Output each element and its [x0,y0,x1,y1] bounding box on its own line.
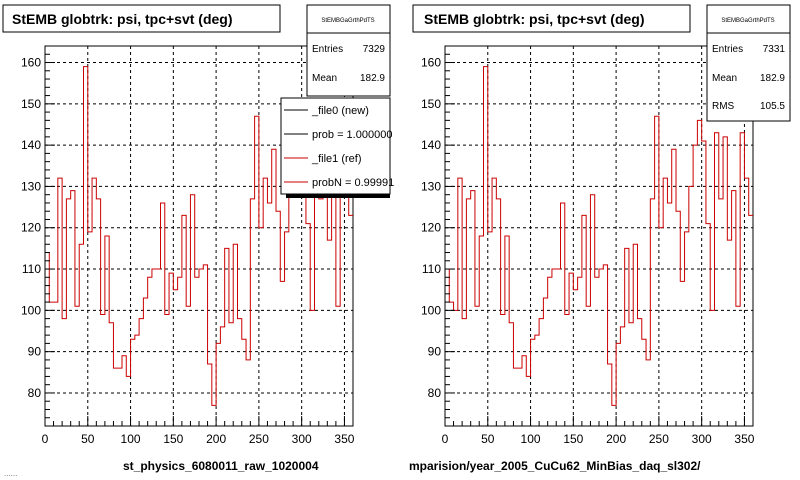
x-tick-label: 50 [81,432,95,446]
footer-note: ...... [4,469,17,478]
x-tick-label: 350 [734,432,754,446]
y-tick-label: 120 [21,221,41,235]
right-stats-rms-label: RMS [712,101,735,112]
right-stats-rms-value: 105.5 [760,101,785,112]
y-tick-label: 150 [21,97,41,111]
right-stats-entries-label: Entries [712,44,743,55]
y-tick-label: 110 [422,262,441,276]
right-stats-box [706,4,791,122]
legend-entry-3: probN = 0.99991 [312,177,394,189]
legend-entry-2: _file1 (ref) [311,153,362,165]
y-tick-label: 130 [421,179,441,193]
y-tick-label: 80 [428,386,442,400]
x-tick-label: 0 [442,432,449,446]
left-x-axis-label: st_physics_6080011_raw_1020004 [123,459,319,473]
left-stats-box [306,4,391,97]
y-tick-label: 100 [421,303,441,317]
y-tick-label: 140 [21,138,41,152]
right-chart-title: StEMB globtrk: psi, tpc+svt (deg) [424,11,645,27]
y-tick-label: 160 [21,56,41,70]
right-axes: 0 50 100 150 200 250 300 350 80 90 100 110 120 130 140… [421,45,755,446]
x-tick-label: 250 [249,432,269,446]
y-tick-label: 100 [21,303,41,317]
legend-shadow [286,194,390,198]
right-stats-mean-label: Mean [712,73,737,84]
left-chart-title: StEMB globtrk: psi, tpc+svt (deg) [12,11,233,27]
right-stats-mean-value: 182.9 [760,73,785,84]
left-panel: 0 50 100 150 200 250 300 350 80 90 100 110 120 130 140… [2,4,394,473]
left-stats-entries-value: 7329 [363,44,386,55]
x-tick-label: 200 [606,432,626,446]
x-tick-label: 0 [42,432,49,446]
y-tick-label: 160 [421,56,441,70]
left-stats-name: StEMBGaGrthPdTS [321,18,374,24]
left-stats-mean-label: Mean [312,73,337,84]
y-tick-label: 90 [28,345,42,359]
right-x-axis-label: mparision/year_2005_CuCu62_MinBias_daq_s… [409,459,701,473]
y-tick-label: 150 [421,97,441,111]
x-tick-label: 350 [334,432,354,446]
legend-entry-1: prob = 1.000000 [312,129,392,141]
y-tick-label: 110 [22,262,41,276]
left-axes: 0 50 100 150 200 250 300 350 80 90 100 110 120 130 140… [21,45,355,446]
x-tick-label: 150 [163,432,183,446]
left-stats-entries-label: Entries [312,44,343,55]
legend-box [280,97,391,195]
x-tick-label: 250 [649,432,669,446]
x-tick-label: 150 [563,432,583,446]
right-stats-name: StEMBGaGrthPdTS [721,18,774,24]
x-tick-label: 100 [521,432,541,446]
y-tick-label: 90 [428,345,442,359]
right-stats-entries-value: 7331 [763,44,786,55]
y-tick-label: 80 [28,386,42,400]
legend-entry-0: _file0 (new) [311,105,369,117]
x-tick-label: 300 [692,432,712,446]
right-histogram [445,66,753,406]
x-tick-label: 50 [481,432,495,446]
x-tick-label: 200 [206,432,226,446]
right-plot-frame [444,45,754,427]
histogram-series-line [445,66,753,406]
left-title-box [2,4,281,33]
y-tick-label: 130 [21,179,41,193]
x-tick-label: 300 [292,432,312,446]
y-tick-label: 120 [421,221,441,235]
x-tick-label: 100 [121,432,141,446]
right-title-box [412,4,691,33]
y-tick-label: 140 [421,138,441,152]
right-panel: 0 50 100 150 200 250 300 350 80 90 100 110 120 130 140… [409,4,791,473]
left-stats-mean-value: 182.9 [360,73,385,84]
